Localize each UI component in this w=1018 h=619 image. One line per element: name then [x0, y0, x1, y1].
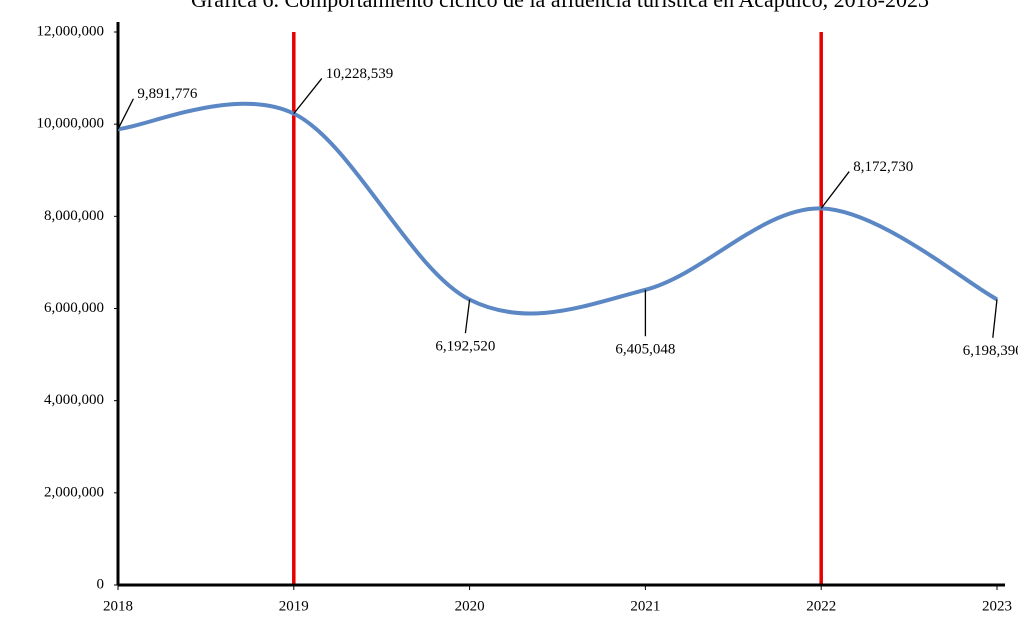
- x-tick-label: 2021: [630, 598, 660, 614]
- y-tick-label: 2,000,000: [44, 484, 104, 500]
- x-tick-label: 2022: [806, 598, 836, 614]
- data-label: 6,198,390: [963, 343, 1018, 359]
- leader-line: [992, 299, 998, 338]
- y-tick-label: 4,000,000: [44, 392, 104, 408]
- data-label: 8,172,730: [853, 159, 913, 175]
- x-tick-label: 2018: [103, 598, 133, 614]
- leader-line: [293, 78, 323, 115]
- leader-line: [117, 98, 134, 130]
- y-tick-label: 8,000,000: [44, 208, 104, 224]
- y-tick-label: 0: [97, 576, 105, 592]
- x-tick-label: 2020: [455, 598, 485, 614]
- leader-line: [820, 171, 850, 209]
- leader-line: [464, 299, 471, 334]
- y-tick-label: 6,000,000: [44, 300, 104, 316]
- x-tick-label: 2019: [279, 598, 309, 614]
- chart-title: Gráfica 6. Comportamiento cíclico de la …: [191, 0, 929, 12]
- line: [117, 101, 998, 316]
- x-tick-label: 2023: [982, 598, 1012, 614]
- data-label: 10,228,539: [326, 66, 394, 82]
- data-label: 6,405,048: [615, 342, 675, 358]
- y-tick-label: 10,000,000: [37, 116, 105, 132]
- data-label: 9,891,776: [137, 86, 198, 102]
- data-label: 6,192,520: [435, 339, 495, 355]
- y-tick-label: 12,000,000: [37, 23, 105, 39]
